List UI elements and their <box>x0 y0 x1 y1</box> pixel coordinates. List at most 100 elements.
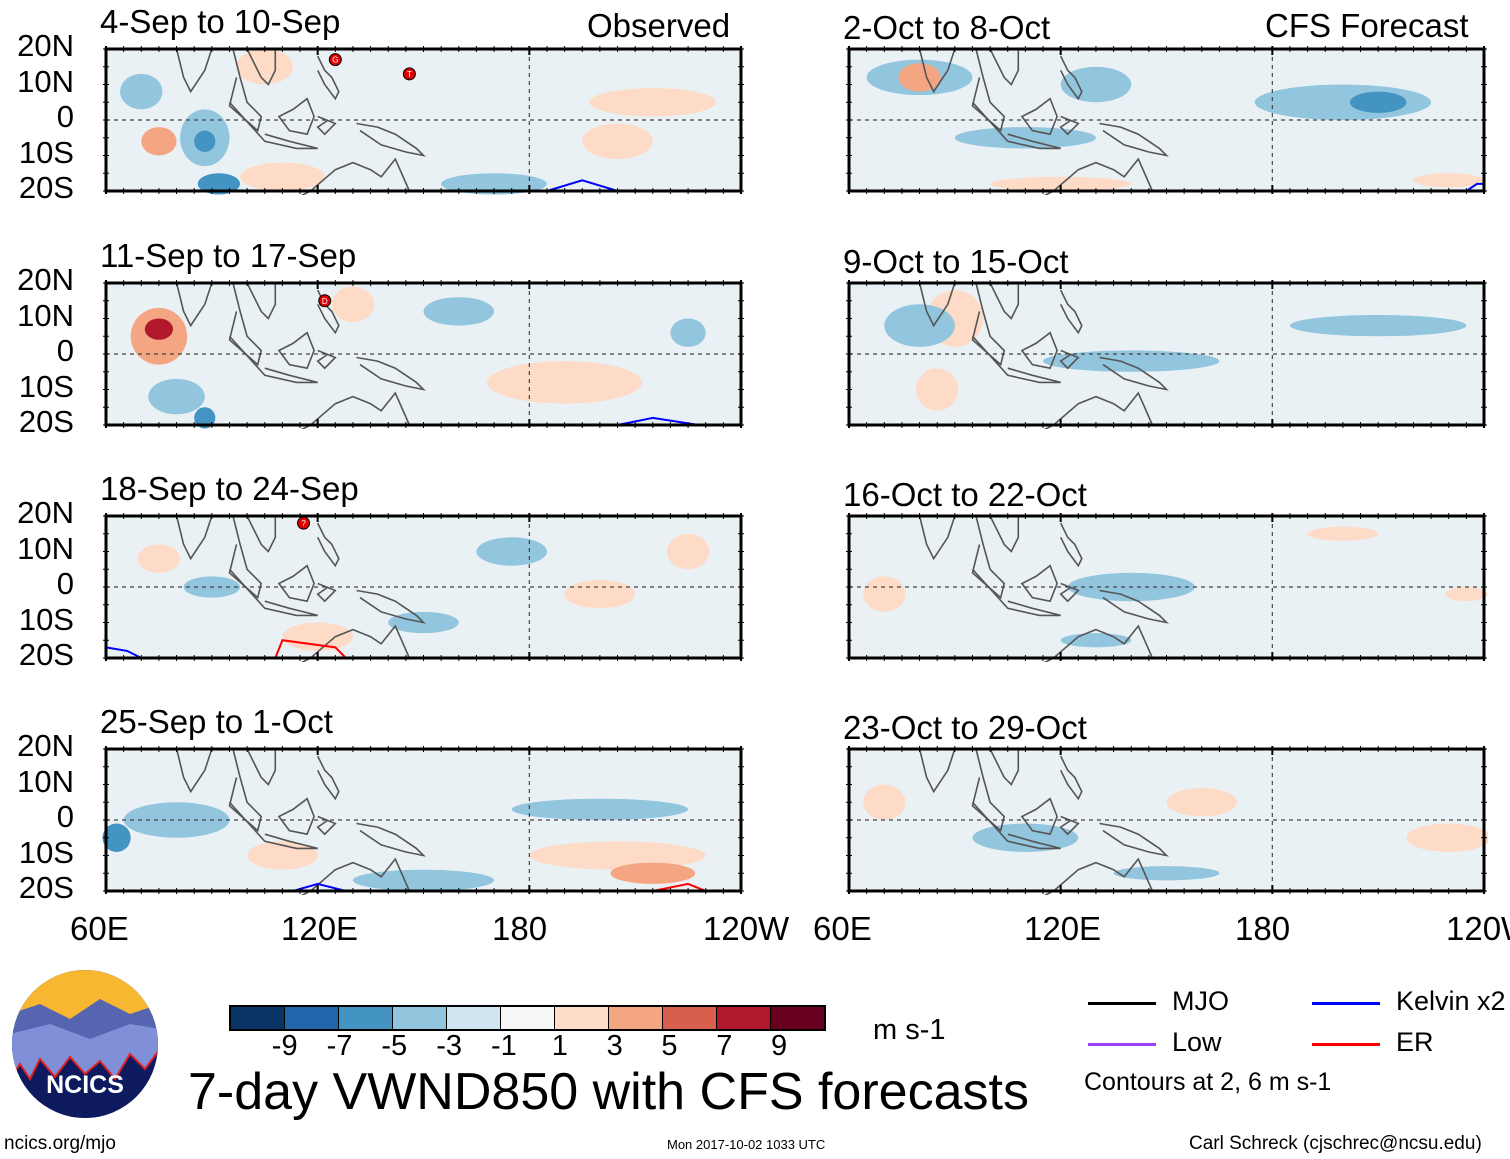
legend-label: Low <box>1172 1027 1222 1057</box>
observed-map-panel <box>102 745 744 895</box>
colorbar-swatch <box>771 1007 824 1029</box>
coastline <box>356 122 426 157</box>
coastline <box>300 157 411 195</box>
coastline <box>300 857 411 895</box>
coastline <box>989 282 1020 320</box>
coastline <box>228 335 318 384</box>
wave-contour <box>1465 182 1484 192</box>
panel-title: 16-Oct to 22-Oct <box>843 476 1087 513</box>
coastline <box>246 48 277 86</box>
coastline <box>1099 822 1169 857</box>
ncics-logo: NCICS <box>10 969 160 1124</box>
coastline <box>971 515 1006 600</box>
legend-line-mjo <box>1088 1002 1156 1005</box>
panel-title: 9-Oct to 15-Oct <box>843 243 1069 280</box>
wind-anomaly-region <box>194 407 216 429</box>
coastline <box>228 515 263 600</box>
coastline <box>228 48 263 133</box>
legend-line-kelvin <box>1312 1002 1380 1005</box>
panel-title: 23-Oct to 29-Oct <box>843 709 1087 746</box>
lat-label: 20S <box>18 637 74 672</box>
coastline <box>1099 589 1169 624</box>
coastline <box>228 801 318 850</box>
coastline <box>1043 857 1154 895</box>
lat-label: 10S <box>18 134 74 170</box>
wind-anomaly-region <box>589 88 717 117</box>
lat-label: 0 <box>56 333 74 368</box>
footer-url[interactable]: ncics.org/mjo <box>4 1133 116 1154</box>
coastline <box>175 748 213 794</box>
colorbar-tick-label: -5 <box>381 1030 408 1062</box>
wind-anomaly-region <box>884 304 955 347</box>
coastline <box>277 97 315 136</box>
coastline <box>971 801 1061 850</box>
coastline <box>1059 815 1080 836</box>
svg-text:G: G <box>332 56 338 65</box>
wind-anomaly-region <box>1113 866 1220 881</box>
lat-label: 0 <box>56 566 74 601</box>
observed-map-panel: ? <box>102 512 744 662</box>
coastline <box>1020 797 1058 836</box>
forecast-label: CFS Forecast <box>1265 7 1469 44</box>
colorbar-swatch <box>717 1007 771 1029</box>
coastline <box>971 335 1061 384</box>
colorbar-swatch <box>231 1007 285 1029</box>
lat-label: 10S <box>18 601 74 637</box>
forecast-map-panel <box>845 745 1488 895</box>
legend-label: Kelvin x2 <box>1396 986 1506 1016</box>
colorbar-units: m s-1 <box>873 1014 946 1046</box>
footer-author: Carl Schreck (cjschrec@ncsu.edu) <box>1189 1133 1482 1154</box>
coastline <box>1020 97 1058 136</box>
wind-anomaly-region <box>236 49 293 85</box>
coastline <box>1099 356 1169 391</box>
coastline <box>316 582 337 603</box>
coastline <box>246 748 277 786</box>
coastline <box>918 282 956 328</box>
wind-anomaly-region <box>441 173 547 195</box>
lon-label: 120E <box>1024 910 1102 947</box>
colorbar-tick-label: 3 <box>606 1030 623 1062</box>
colorbar-swatch <box>663 1007 717 1029</box>
lat-label: 10N <box>17 530 74 566</box>
colorbar <box>229 1005 826 1031</box>
wind-anomaly-region <box>511 798 689 820</box>
wind-anomaly-region <box>1289 314 1467 337</box>
coastline <box>175 48 213 94</box>
colorbar-swatch <box>285 1007 339 1029</box>
coastline <box>316 115 337 136</box>
colorbar-swatch <box>393 1007 447 1029</box>
wind-anomaly-region <box>141 127 177 156</box>
wave-contour <box>546 179 618 192</box>
coastline <box>971 101 1061 150</box>
coastline <box>971 282 1006 367</box>
legend-label: MJO <box>1172 986 1229 1016</box>
wind-anomaly-region <box>476 537 547 566</box>
coastline <box>1043 157 1154 195</box>
coastline <box>228 282 263 367</box>
coastline <box>175 282 213 328</box>
coastline <box>316 522 340 568</box>
wind-anomaly-region <box>898 63 941 92</box>
wind-anomaly-region <box>863 784 906 820</box>
figure-title: 7-day VWND850 with CFS forecasts <box>188 1063 1029 1121</box>
forecast-map-panel <box>845 45 1487 195</box>
lat-label: 20N <box>17 495 74 530</box>
wind-anomaly-region <box>954 127 1096 149</box>
lon-label: 60E <box>813 910 872 947</box>
coastline <box>356 356 426 391</box>
coastline <box>316 755 340 801</box>
colorbar-swatch <box>555 1007 609 1029</box>
wind-anomaly-region <box>240 162 325 191</box>
lon-label: 180 <box>1235 910 1291 947</box>
wind-anomaly-region <box>120 73 163 110</box>
wind-anomaly-region <box>123 802 230 838</box>
legend-line-low <box>1088 1043 1156 1046</box>
colorbar-tick-label: 5 <box>661 1030 678 1062</box>
lat-label: 0 <box>56 99 74 134</box>
forecast-map-panel <box>845 279 1487 429</box>
coastline <box>1059 349 1080 370</box>
wind-anomaly-region <box>137 544 181 573</box>
coastline <box>356 822 426 857</box>
svg-text:NCICS: NCICS <box>46 1071 124 1099</box>
